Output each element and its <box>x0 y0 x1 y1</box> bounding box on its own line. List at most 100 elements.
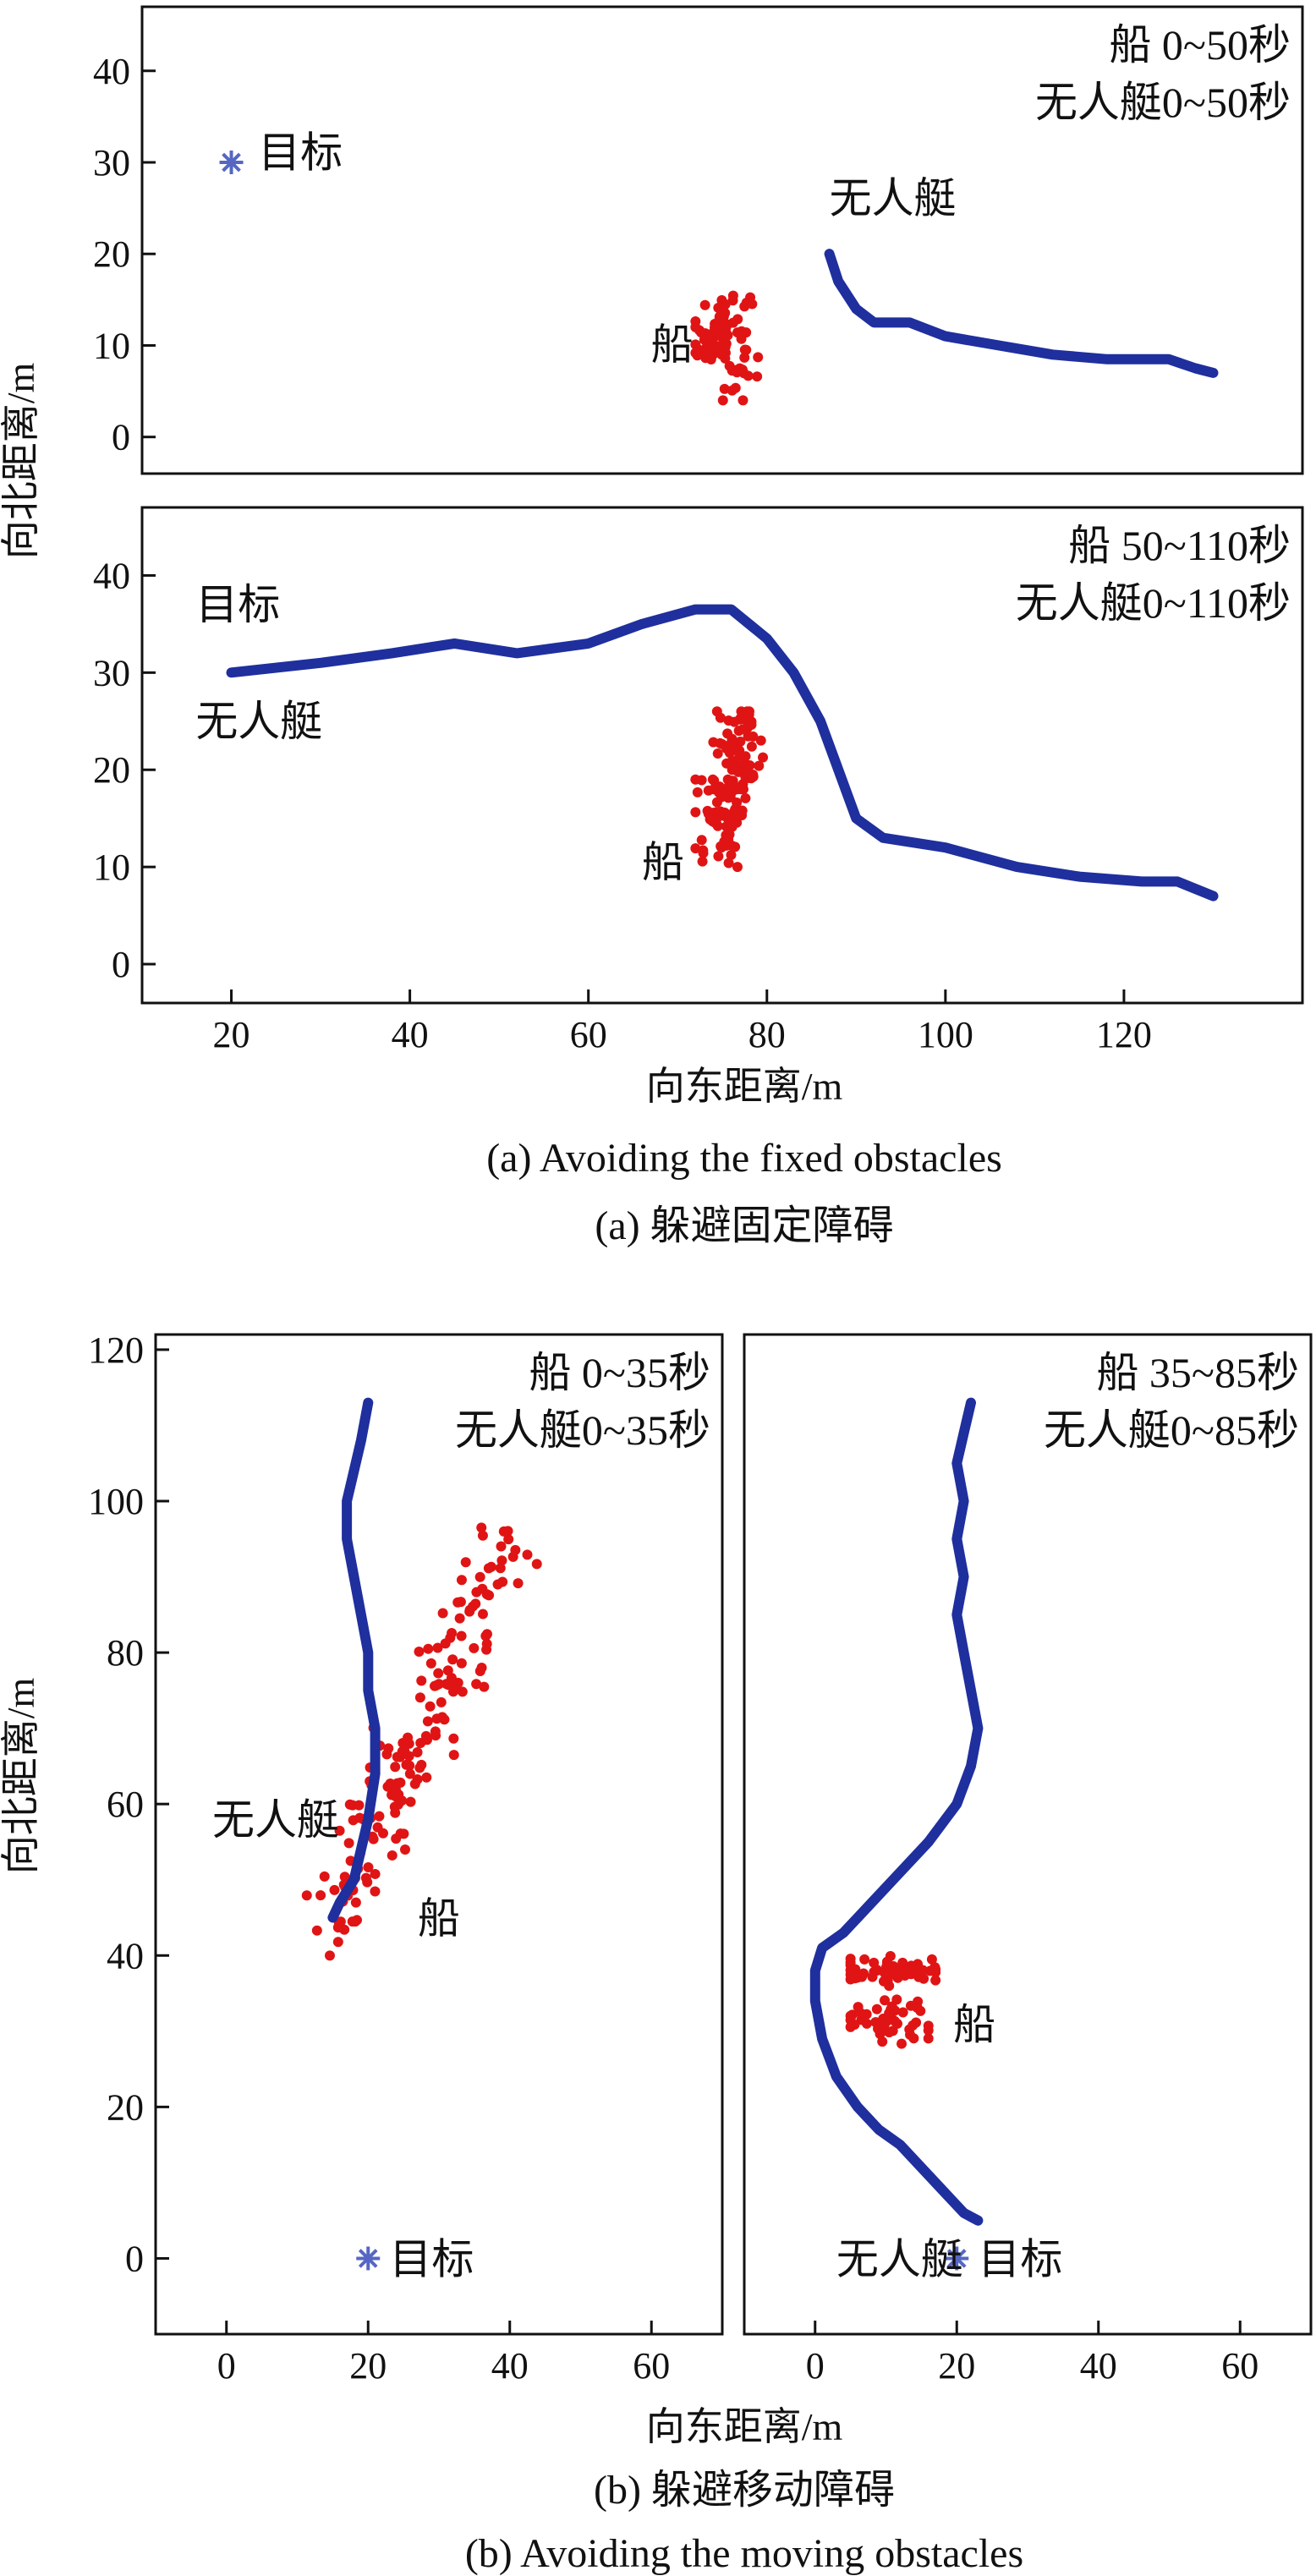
caption-a-en: (a) Avoiding the fixed obstacles <box>486 1136 1002 1181</box>
ship-point <box>479 1681 490 1692</box>
x-tick-label: 60 <box>633 2345 670 2387</box>
ship-point <box>392 1799 403 1810</box>
ship-point <box>923 2033 934 2044</box>
legend-text: 无人艇0~50秒 <box>1035 79 1291 126</box>
ship-point <box>721 321 732 332</box>
y-tick-label: 0 <box>112 417 130 458</box>
ship-point <box>881 2015 892 2026</box>
ship-point <box>456 1575 467 1586</box>
annotation-label: 无人艇 <box>195 698 322 745</box>
ship-point <box>301 1890 312 1901</box>
ship-point <box>448 1750 459 1761</box>
y-tick-label: 40 <box>93 555 130 596</box>
ship-point <box>746 741 757 752</box>
ship-point <box>403 1732 414 1743</box>
x-tick-label: 60 <box>1221 2345 1258 2387</box>
ship-point <box>752 371 763 382</box>
target-star-stroke <box>946 2249 967 2268</box>
ship-point <box>755 735 766 746</box>
ship-point <box>474 1571 485 1582</box>
ship-point <box>905 2000 916 2011</box>
annotation-label: 无人艇 <box>212 1796 339 1844</box>
ship-point <box>390 1807 401 1818</box>
annotation-label: 目标 <box>389 2235 474 2283</box>
legend-text: 无人艇0~110秒 <box>1016 579 1291 627</box>
ship-point <box>858 1968 869 1979</box>
ship-point <box>897 1957 908 1968</box>
ship-point <box>480 1631 491 1642</box>
ship-point <box>690 321 701 332</box>
ship-point <box>370 1886 381 1897</box>
target-star-icon <box>945 2246 969 2271</box>
ship-point <box>690 843 701 854</box>
ship-point <box>432 1642 443 1653</box>
plot-frame <box>140 5 1304 475</box>
ship-point <box>926 1954 937 1965</box>
ship-point <box>727 737 738 748</box>
ship-point <box>877 2036 888 2047</box>
ship-point <box>404 1768 415 1779</box>
ship-point <box>884 2027 895 2038</box>
legend-text: 船 0~50秒 <box>1109 21 1291 69</box>
ship-point <box>754 760 765 771</box>
ship-point <box>433 1668 444 1679</box>
y-tick-label: 20 <box>93 749 130 791</box>
ship-point <box>699 299 710 310</box>
ship-point <box>690 807 701 818</box>
ship-point <box>474 1665 485 1676</box>
caption-b-cn: (b) 躲避移动障碍 <box>594 2468 895 2513</box>
ship-point <box>713 851 724 862</box>
ship-point <box>425 1701 436 1712</box>
ship-point <box>496 1541 507 1552</box>
ship-point <box>470 1598 481 1609</box>
ship-point <box>431 1713 442 1724</box>
ship-point <box>717 395 728 406</box>
ship-point <box>855 2008 866 2019</box>
annotation-label: 目标 <box>195 581 280 628</box>
target-star-icon <box>219 151 244 174</box>
ship-point <box>714 315 725 326</box>
ship-point <box>395 1828 406 1839</box>
ship-point <box>363 1861 374 1872</box>
ship-point <box>476 1522 487 1533</box>
ship-point <box>728 808 739 819</box>
annotation-label: 无人艇 <box>830 175 957 222</box>
ship-point <box>908 2033 919 2044</box>
ship-point <box>344 1799 355 1810</box>
ship-point <box>725 792 736 803</box>
y-tick-label: 80 <box>107 1632 144 1674</box>
y-tick-label: 30 <box>93 142 130 184</box>
ship-point <box>732 744 743 755</box>
x-tick-label: 60 <box>570 1014 607 1055</box>
target-star-stroke <box>358 2249 378 2268</box>
ship-point <box>354 1800 365 1811</box>
ship-point <box>332 1937 343 1948</box>
ship-point <box>347 1916 358 1927</box>
ship-point <box>692 787 703 797</box>
ship-point <box>845 1957 856 1968</box>
ship-point <box>381 1749 392 1760</box>
ship-point <box>423 1643 434 1654</box>
ship-point <box>739 769 750 780</box>
ship-point <box>477 1583 488 1594</box>
target-star-stroke <box>222 152 241 173</box>
ship-point <box>867 1971 878 1982</box>
ship-point <box>743 370 754 381</box>
ship-point <box>698 847 709 858</box>
ship-point <box>891 1994 902 2005</box>
annotation-label: 目标 <box>978 2235 1062 2283</box>
ship-point <box>703 336 714 347</box>
ship-point <box>758 752 769 763</box>
annotation-label: 船 <box>642 839 684 886</box>
y-tick-label: 100 <box>88 1481 144 1522</box>
ship-point <box>457 1686 468 1697</box>
ship-point <box>723 858 734 869</box>
ship-point <box>456 1631 467 1642</box>
y-tick-label: 60 <box>107 1784 144 1825</box>
ship-point <box>714 341 725 352</box>
annotation-label: 目标 <box>258 129 343 176</box>
ship-point <box>329 1884 340 1895</box>
ship-point <box>740 792 751 803</box>
ship-point <box>448 1733 459 1744</box>
ship-point <box>849 2020 860 2031</box>
